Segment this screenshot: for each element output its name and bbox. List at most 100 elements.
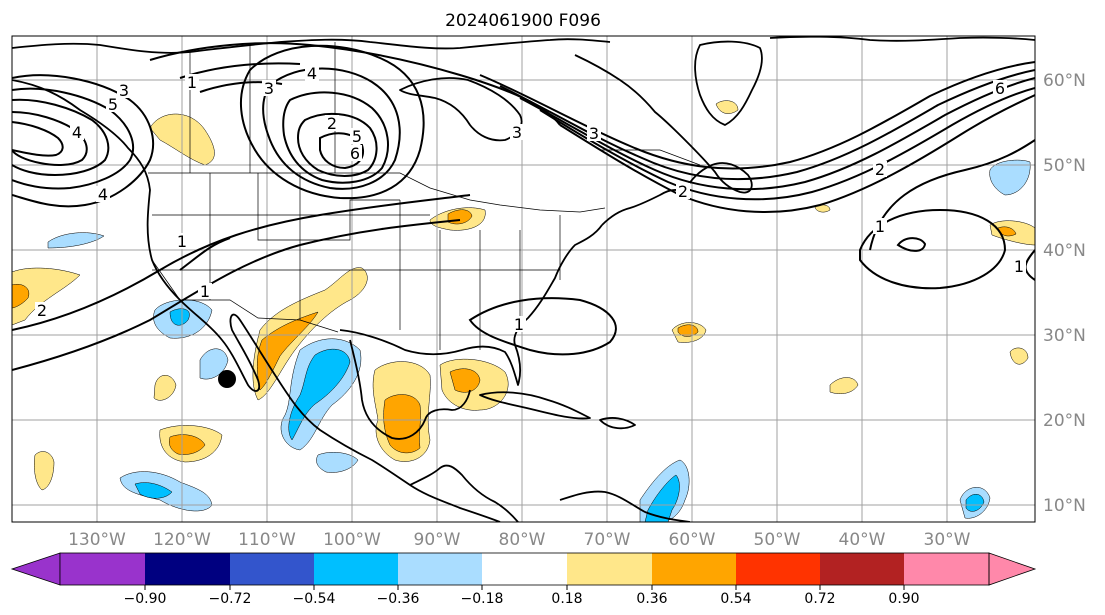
- contour-label-text: 1: [187, 73, 197, 92]
- contour-label-item: 2: [325, 114, 339, 133]
- contour-label-item: 3: [510, 123, 524, 142]
- negative-anomaly-east-atlantic-south-core: [965, 494, 985, 512]
- contour-label-text: 3: [264, 79, 274, 98]
- colorbar-ticks: [144, 585, 905, 590]
- colorbar-bin: [398, 553, 482, 585]
- contour-label-item: 2: [873, 160, 887, 179]
- positive-anomaly-eastern-pacific-south-core: [169, 434, 206, 455]
- greenland-east: [769, 36, 1035, 42]
- contour-label-text: 4: [72, 123, 82, 142]
- positive-anomaly-hawaii-region: [34, 451, 55, 491]
- graticule: [12, 36, 1035, 522]
- colorbar-bin: [567, 553, 652, 585]
- colorbar-bin: [230, 553, 314, 585]
- contour-label-item: 1: [185, 73, 199, 92]
- anomaly-shading: [12, 100, 1035, 522]
- colorbar-bin: [820, 553, 904, 585]
- cuba: [479, 391, 591, 420]
- contour-label-text: 4: [307, 64, 317, 83]
- contour-label-text: 1: [177, 232, 187, 251]
- contour-label-text: 6: [995, 79, 1005, 98]
- lon-label: 70°W: [584, 530, 631, 550]
- colorbar-bin: [145, 553, 230, 585]
- contour-label-item: 1: [512, 315, 526, 334]
- negative-anomaly-tropical-pacific-core: [134, 482, 173, 499]
- contour-label-item: 2: [35, 301, 49, 320]
- contour-label-item: 6: [348, 144, 362, 163]
- hispaniola: [599, 417, 636, 430]
- latitude-labels: 10°N 20°N 30°N 40°N 50°N 60°N: [1043, 71, 1086, 516]
- mexico-gulf-coast: [349, 339, 471, 440]
- contour-label-text: 1: [875, 217, 885, 236]
- arctic-coast: [12, 38, 611, 54]
- colorbar: −0.90 −0.72 −0.54 −0.36 −0.18 0.18 0.36 …: [10, 552, 1037, 607]
- negative-anomaly-baja: [199, 348, 229, 380]
- contour-low-nw: [12, 74, 155, 208]
- lat-label: 10°N: [1043, 496, 1086, 516]
- north-america-west-coast: [12, 79, 501, 522]
- colorbar-tick-label: 0.54: [720, 591, 751, 607]
- contour-label-text: 2: [678, 182, 688, 201]
- contour-label-text: 1: [200, 282, 210, 301]
- greenland: [694, 40, 763, 126]
- contour-label-text: 3: [512, 123, 522, 142]
- storm-center-marker[interactable]: [218, 370, 236, 388]
- contour-label-text: 1: [1014, 257, 1024, 276]
- colorbar-tick-label: −0.18: [461, 591, 504, 607]
- central-america: [409, 464, 519, 522]
- hudson-bay: [399, 77, 523, 142]
- longitude-labels: 130°W 120°W 110°W 100°W 90°W 80°W 70°W 6…: [68, 530, 971, 550]
- contour-label-text: 6: [350, 144, 360, 163]
- contour-label-item: 1: [175, 232, 189, 251]
- contour-label-item: 2: [676, 182, 690, 201]
- contour-label-text: 3: [589, 124, 599, 143]
- map-frame: [11, 35, 1036, 523]
- contour-label-item: 5: [106, 95, 120, 114]
- contour-label-item: 3: [117, 81, 131, 100]
- colorbar-extend-low: [10, 552, 61, 586]
- contour-label-text: 2: [327, 114, 337, 133]
- contour-label-text: 2: [37, 301, 47, 320]
- contour-bermuda-high: [468, 297, 617, 356]
- negative-anomaly-caribbean-south-core: [644, 474, 680, 522]
- contour-low-hudson-outer: [239, 44, 425, 200]
- colorbar-tick-label: 0.90: [888, 591, 919, 607]
- contour-label-text: 5: [352, 127, 362, 146]
- positive-anomaly-subtropical-atlantic: [829, 377, 859, 394]
- lat-label: 20°N: [1043, 411, 1086, 431]
- south-america-north: [559, 490, 691, 522]
- lon-label: 130°W: [68, 530, 126, 550]
- lon-label: 90°W: [414, 530, 461, 550]
- colorbar-tick-label: −0.36: [377, 591, 420, 607]
- lon-label: 80°W: [499, 530, 546, 550]
- contour-label-text: 4: [98, 185, 108, 204]
- coastlines: [12, 36, 1035, 522]
- colorbar-bin: [904, 553, 989, 585]
- colorbar-bin: [60, 553, 145, 585]
- positive-anomaly-mexico: [252, 267, 368, 401]
- contour-atlantic-jet-1: [559, 94, 1035, 214]
- lat-label: 50°N: [1043, 156, 1086, 176]
- lon-label: 120°W: [153, 530, 211, 550]
- contour-label-item: 4: [96, 185, 110, 204]
- positive-anomaly-ne-pacific: [12, 267, 81, 326]
- political-borders: [148, 42, 701, 350]
- negative-anomaly-eastern-pacific-core: [169, 308, 190, 326]
- colorbar-tick-label: −0.54: [293, 591, 336, 607]
- contour-label-item: 3: [262, 79, 276, 98]
- lon-label: 110°W: [238, 530, 296, 550]
- negative-anomaly-northeast-atlantic: [989, 159, 1031, 196]
- contour-label-group: 3 1 4 5 4 3 4 5 6 3 1 1 2 2 2 3 6 2 1 1 …: [35, 64, 1026, 334]
- lat-label: 30°N: [1043, 326, 1086, 346]
- contour-subtropical-1: [12, 194, 471, 331]
- colorbar-bin: [652, 553, 736, 585]
- contour-label-text: 5: [108, 95, 118, 114]
- us-gulf-coast: [339, 224, 603, 386]
- map-panel: 3 1 4 5 4 3 4 5 6 3 1 1 2 2 2 3 6 2 1 1 …: [12, 36, 1035, 522]
- lon-label: 100°W: [323, 530, 381, 550]
- lat-label: 60°N: [1043, 71, 1086, 91]
- lon-label: 30°W: [924, 530, 971, 550]
- contour-label-text: 2: [875, 160, 885, 179]
- colorbar-bin: [736, 553, 820, 585]
